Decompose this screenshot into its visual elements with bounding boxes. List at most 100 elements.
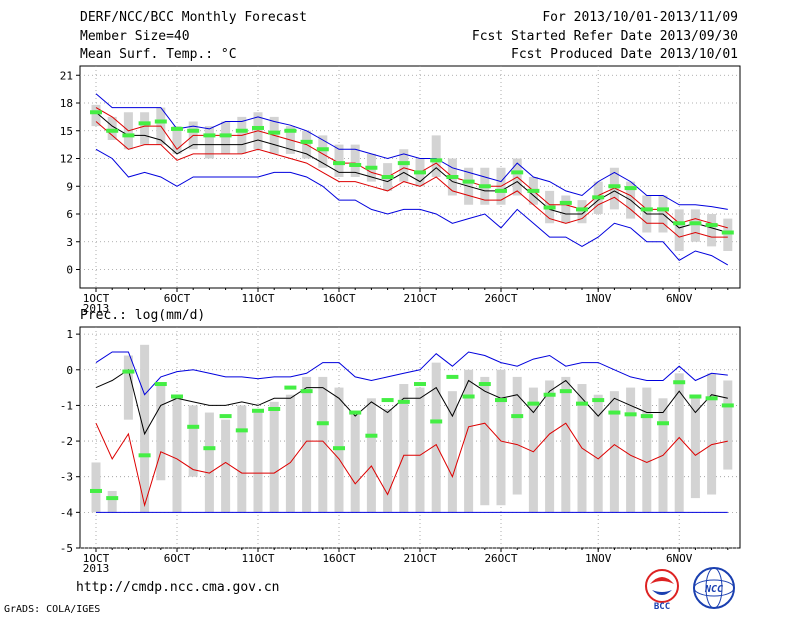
precip-spread-box — [285, 394, 295, 513]
precip-spread-box — [123, 355, 133, 420]
precip-mean-line — [95, 368, 728, 436]
temperature-variable-label: Mean Surf. Temp.: °C — [80, 47, 237, 62]
ncc-logo-text: NCC — [704, 584, 723, 595]
website-url[interactable]: http://cmdp.ncc.cma.gov.cn — [76, 580, 280, 595]
precip-obs-marker — [592, 398, 605, 403]
temp-mean-line — [95, 111, 728, 233]
precip-spread-box — [561, 376, 571, 513]
temp-spread-box — [399, 149, 409, 182]
precip-obs-marker — [154, 382, 167, 387]
precip-ytick-label: -1 — [60, 399, 73, 412]
precip-ytick-label: -2 — [60, 435, 73, 448]
temp-obs-marker — [543, 205, 556, 210]
precip-obs-marker — [333, 446, 345, 451]
precip-obs-marker — [90, 488, 102, 493]
temp-obs-marker — [608, 184, 621, 189]
temp-spread-box — [577, 200, 587, 224]
temp-spread-box — [318, 135, 328, 168]
precip-spread-box — [399, 384, 409, 513]
precip-xtick-label: 26OCT — [484, 552, 517, 565]
temp-obs-marker — [624, 186, 637, 191]
temp-obs-marker — [576, 207, 588, 212]
forecast-period: For 2013/10/01-2013/11/09 — [542, 10, 738, 25]
precip-ytick-label: 0 — [66, 364, 73, 377]
precip-obs-marker — [381, 398, 394, 403]
temp-obs-marker — [235, 128, 248, 133]
temp-xtick-label: 26OCT — [484, 292, 517, 305]
precip-ytick-label: 1 — [66, 328, 73, 341]
precip-spread-box — [318, 376, 328, 513]
temp-spread-box — [690, 209, 700, 242]
temp-ytick-label: 3 — [66, 236, 73, 249]
precip-obs-marker — [414, 382, 426, 387]
temp-year-label: 2013 — [83, 302, 110, 315]
precip-obs-marker — [608, 410, 621, 415]
precip-obs-marker — [284, 385, 297, 390]
precip-obs-marker — [187, 424, 200, 429]
precip-obs-marker — [219, 414, 232, 419]
temp-obs-marker — [316, 147, 329, 152]
fcst-started-date: Fcst Started Refer Date 2013/09/30 — [471, 29, 738, 44]
temp-obs-marker — [511, 170, 524, 175]
precip-spread-box — [253, 412, 263, 513]
temp-obs-marker — [122, 133, 135, 138]
temp-ytick-label: 0 — [66, 264, 73, 277]
precip-obs-marker — [122, 369, 135, 374]
precip-spread-box — [626, 387, 636, 513]
temp-obs-marker — [446, 175, 459, 179]
precip-max-line — [95, 351, 728, 396]
temp-obs-marker — [349, 162, 362, 167]
precip-obs-marker — [349, 410, 362, 415]
temp-obs-marker — [559, 200, 572, 205]
precip-spread-box — [140, 344, 150, 513]
precip-obs-marker — [268, 406, 281, 411]
temp-ytick-label: 21 — [60, 69, 73, 82]
temp-xtick-label: 6NOV — [666, 292, 693, 305]
precip-spread-box — [204, 412, 214, 513]
precip-spread-box — [528, 387, 538, 513]
precip-spread-box — [383, 408, 393, 513]
precip-lower-line — [95, 422, 728, 508]
temp-obs-marker — [478, 184, 491, 189]
precip-spread-box — [269, 401, 279, 513]
precip-obs-marker — [171, 394, 183, 399]
fcst-produced-date: Fcst Produced Date 2013/10/01 — [511, 47, 738, 62]
temp-obs-marker — [284, 128, 297, 133]
temp-xtick-label: 21OCT — [403, 292, 436, 305]
precip-spread-box — [674, 373, 684, 513]
temp-obs-marker — [397, 161, 410, 166]
precip-xtick-label: 21OCT — [403, 552, 436, 565]
precip-obs-marker — [673, 380, 686, 385]
precip-year-label: 2013 — [83, 562, 110, 575]
temp-obs-marker — [333, 161, 345, 166]
temp-frame — [79, 65, 741, 289]
temp-spread-box — [334, 144, 344, 177]
precip-spread-box — [415, 387, 425, 513]
figure-title: DERF/NCC/BCC Monthly Forecast — [80, 10, 307, 25]
temp-obs-marker — [171, 126, 183, 131]
precip-spread-box — [545, 380, 555, 513]
precip-obs-marker — [446, 374, 459, 379]
member-size-label: Member Size=40 — [80, 29, 190, 44]
precip-obs-marker — [543, 392, 556, 397]
temp-spread-box — [221, 121, 231, 154]
temp-obs-marker — [203, 133, 216, 138]
precip-spread-box — [302, 376, 312, 513]
precip-xtick-label: 1OCT — [83, 552, 110, 565]
precip-spread-box — [172, 394, 182, 513]
grads-credit: GrADS: COLA/IGES — [4, 604, 101, 615]
logos: BCC NCC — [645, 567, 735, 612]
temp-spread-box — [107, 116, 117, 140]
precip-obs-marker — [624, 412, 637, 417]
temp-obs-marker — [527, 188, 540, 193]
precip-spread-box — [188, 405, 198, 477]
precip-spread-box — [350, 412, 360, 513]
precip-obs-marker — [495, 398, 507, 403]
temp-obs-marker — [219, 133, 232, 138]
temp-xtick-label: 11OCT — [241, 292, 274, 305]
temp-obs-marker — [90, 110, 102, 115]
precip-obs-marker — [511, 414, 524, 419]
temp-lower-line — [95, 121, 728, 238]
